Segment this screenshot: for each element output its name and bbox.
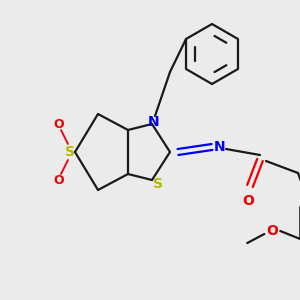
Text: O: O xyxy=(266,224,278,238)
Text: N: N xyxy=(148,115,160,129)
Text: N: N xyxy=(214,140,226,154)
Text: S: S xyxy=(153,177,163,191)
Text: O: O xyxy=(54,118,64,130)
Text: O: O xyxy=(54,173,64,187)
Text: O: O xyxy=(242,194,254,208)
Text: S: S xyxy=(65,145,75,159)
